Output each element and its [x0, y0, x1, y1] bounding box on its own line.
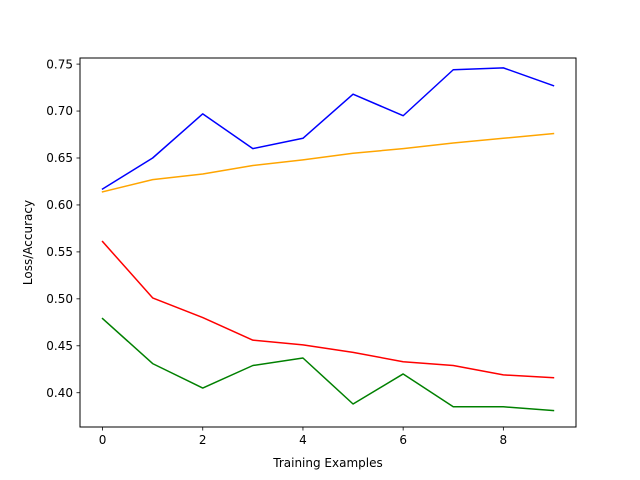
x-tick-label: 6	[399, 433, 407, 447]
y-tick-label: 0.55	[46, 245, 73, 259]
x-tick-label: 0	[99, 433, 107, 447]
x-tick-label: 8	[500, 433, 508, 447]
x-tick-label: 4	[299, 433, 307, 447]
y-tick-label: 0.40	[46, 386, 73, 400]
ticks-layer: 0 2 4 6 8 0.40 0.45 0.50 0.55 0.60 0.65 0.70 0.75	[46, 57, 507, 447]
series-layer	[101, 67, 555, 412]
series-line-1	[101, 67, 555, 191]
x-tick-label: 2	[199, 433, 207, 447]
y-axis-label: Loss/Accuracy	[21, 200, 35, 285]
series-line-3	[101, 240, 555, 379]
series-line-4	[101, 317, 555, 412]
y-tick-label: 0.65	[46, 151, 73, 165]
y-tick-label: 0.75	[46, 57, 73, 71]
y-tick-label: 0.60	[46, 198, 73, 212]
series-line-2	[101, 132, 555, 193]
y-tick-label: 0.70	[46, 104, 73, 118]
y-tick-label: 0.45	[46, 339, 73, 353]
y-tick-label: 0.50	[46, 292, 73, 306]
x-axis-label: Training Examples	[272, 456, 382, 470]
plot-area-frame	[79, 57, 577, 428]
